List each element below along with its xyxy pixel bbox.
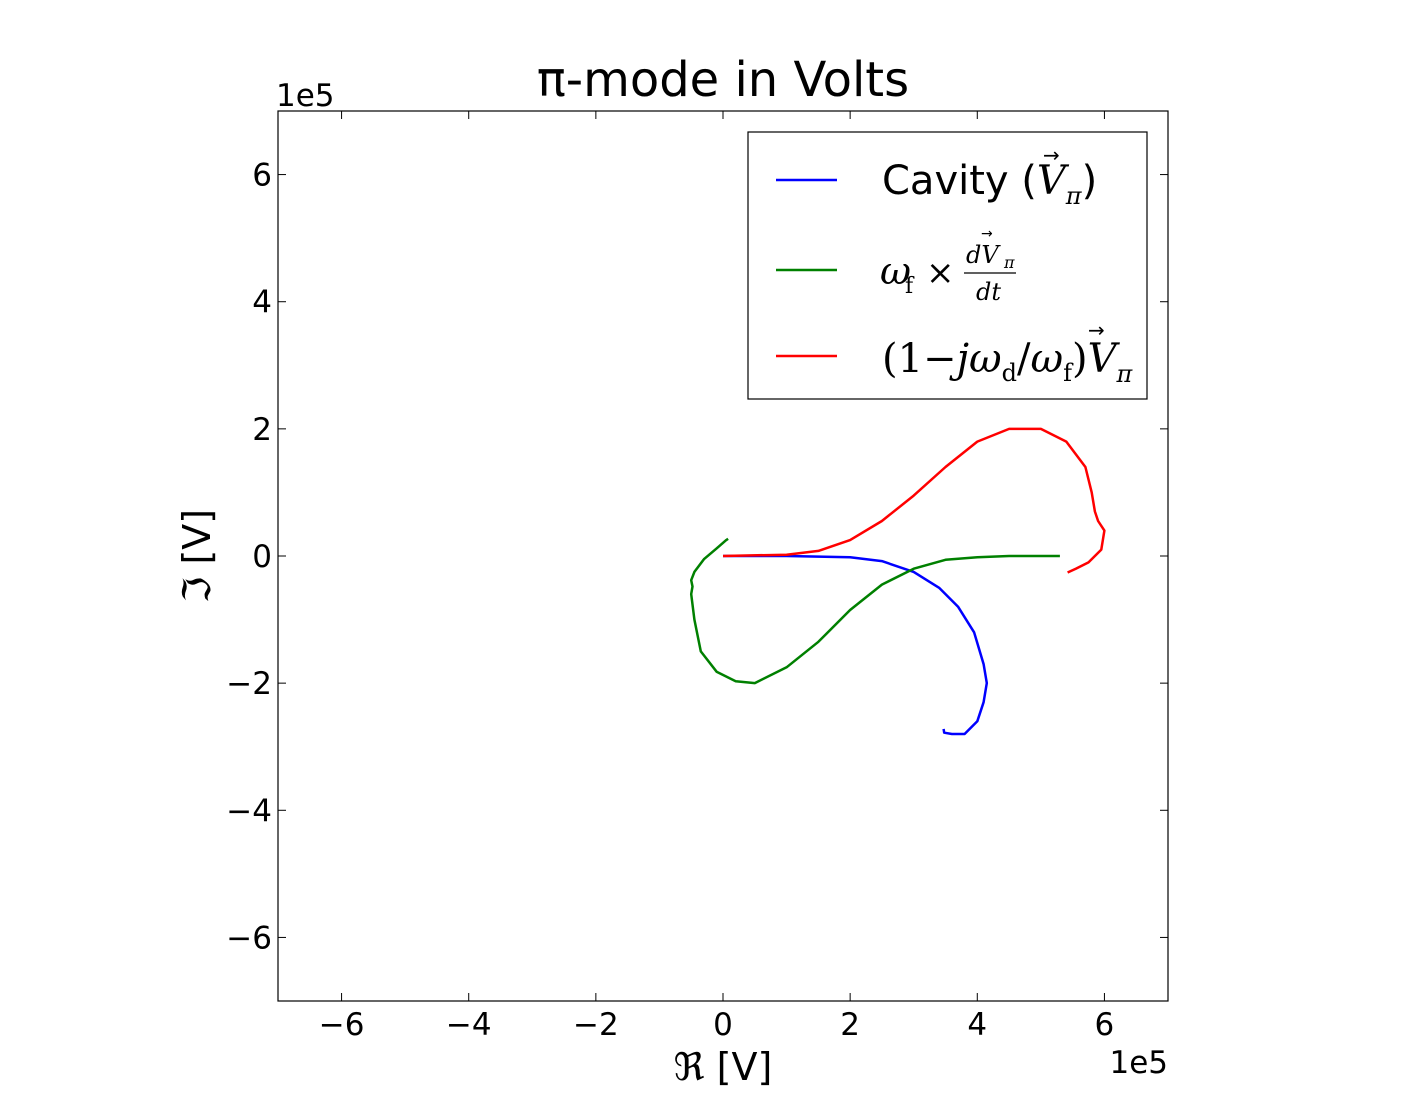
x-tick-label: −4 — [446, 1007, 492, 1043]
omega-subscript: f — [905, 274, 915, 299]
legend-label-cavity: Cavity (Vπ) — [882, 158, 1097, 210]
y-tick-label: 6 — [252, 158, 272, 194]
chart-title: π-mode in Volts — [537, 52, 909, 108]
axis-ticks: −6 −4 −2 0 2 4 6 −6 −4 −2 0 2 4 6 — [226, 111, 1168, 1043]
y-offset-text: 1e5 — [276, 78, 335, 114]
y-tick-label: −2 — [226, 666, 272, 702]
y-tick-label: 2 — [252, 412, 272, 448]
x-offset-text: 1e5 — [1109, 1045, 1168, 1081]
series-cavity-line — [723, 554, 989, 736]
fraction-denominator: dt — [976, 278, 1001, 306]
vector-arrow-1: → — [1043, 143, 1060, 167]
times-symbol: × — [926, 253, 955, 293]
x-tick-label: 6 — [1095, 1007, 1115, 1043]
x-tick-label: 4 — [967, 1007, 987, 1043]
legend-box — [747, 131, 1148, 400]
y-tick-label: −4 — [226, 793, 272, 829]
legend-label-derivative: ω f × dV π → dt — [880, 226, 1016, 306]
y-axis-label: ℑ [V] — [175, 509, 219, 603]
vector-arrow-3: → — [1088, 318, 1105, 342]
x-tick-label: −6 — [319, 1007, 365, 1043]
numerator-subscript: π — [1003, 253, 1015, 272]
series-derivative-line — [689, 537, 1060, 685]
y-tick-label: 4 — [252, 285, 272, 321]
x-tick-label: 0 — [713, 1007, 733, 1043]
x-tick-label: −2 — [573, 1007, 619, 1043]
legend-label-corrected: (1−jωd/ωf)Vπ — [882, 336, 1133, 388]
x-axis-label: ℜ [V] — [674, 1045, 773, 1089]
x-tick-label: 2 — [840, 1007, 860, 1043]
y-tick-label: 0 — [252, 539, 272, 575]
y-tick-label: −6 — [226, 920, 272, 956]
series-corrected-line — [722, 427, 1106, 574]
omega-symbol: ω — [880, 249, 911, 293]
vector-arrow-2: → — [981, 226, 993, 242]
legend: Cavity (Vπ) → ω f × dV π → dt (1−jωd/ωf)… — [747, 131, 1148, 400]
series-group — [689, 427, 1106, 736]
fraction-numerator: dV — [966, 241, 1001, 269]
